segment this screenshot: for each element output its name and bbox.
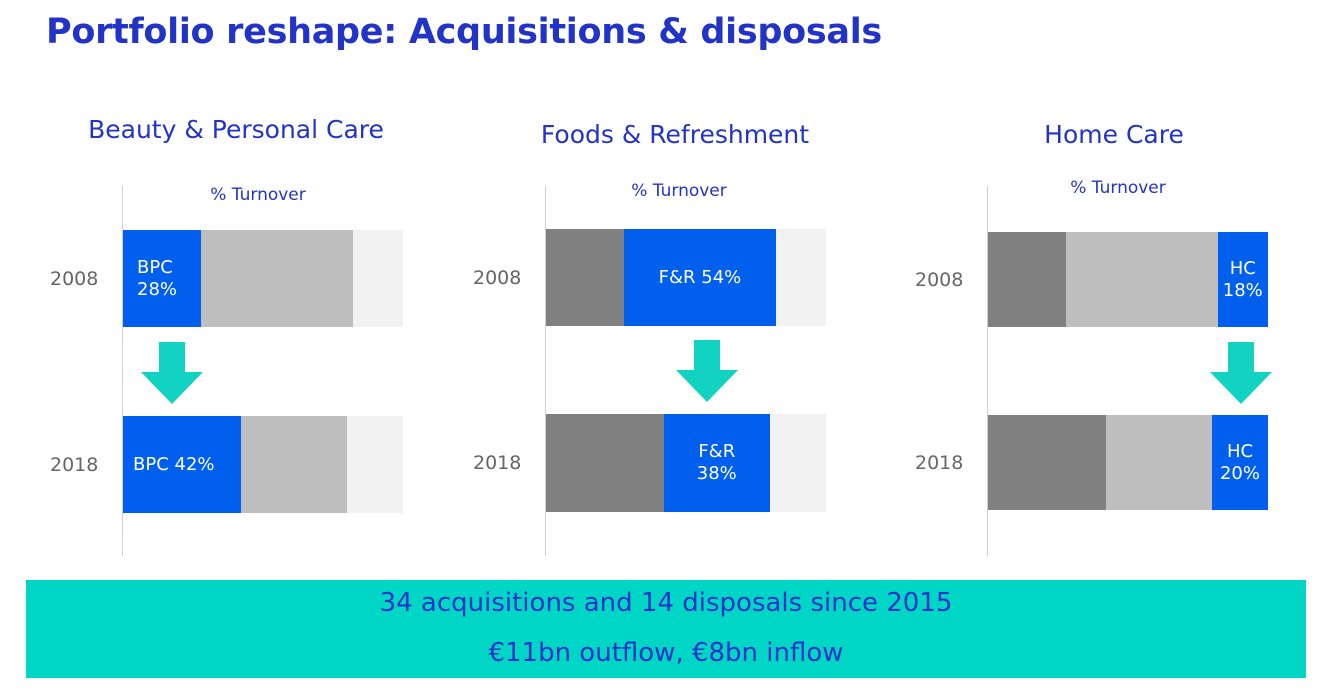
- footer-banner: 34 acquisitions and 14 disposals since 2…: [26, 580, 1306, 678]
- home-care-bar-light-segment-2008: [1066, 232, 1218, 327]
- home-care-bar-dark-segment-2008: [988, 232, 1067, 327]
- foods-and-refreshment-bar-dark-segment-2008: [546, 229, 625, 326]
- foods-and-refreshment-turnover-label: % Turnover: [631, 181, 727, 201]
- home-care-bar-segment-2008: [1217, 232, 1268, 327]
- beauty-and-personal-care-year-2018: 2018: [50, 453, 99, 476]
- page-title: Portfolio reshape: Acquisitions & dispos…: [46, 12, 882, 52]
- beauty-and-personal-care-bar-light-segment-2018: [240, 416, 347, 513]
- foods-and-refreshment-axis-line: [545, 186, 546, 556]
- footer-line-flows: €11bn outflow, €8bn inflow: [488, 638, 844, 668]
- beauty-and-personal-care-bar-light-segment-2008: [201, 230, 353, 327]
- home-care-bar-label-2018: HC 20%: [1219, 440, 1260, 484]
- foods-and-refreshment-bar-label-2018: F&R 38%: [696, 441, 737, 484]
- home-care-bar-dark-segment-2018: [988, 415, 1106, 510]
- beauty-and-personal-care-bar-label-2018: BPC 42%: [133, 453, 215, 475]
- foods-and-refreshment-bar-dark-segment-2018: [546, 414, 664, 512]
- beauty-and-personal-care-axis-line: [122, 186, 123, 556]
- foods-and-refreshment-year-2008: 2008: [473, 266, 522, 289]
- foods-and-refreshment-bar-segment-2018: [663, 414, 770, 512]
- home-care-bar-light-segment-2018: [1105, 415, 1212, 510]
- beauty-and-personal-care-bar-label-2008: BPC 28%: [137, 256, 178, 300]
- home-care-bar-label-2008: HC 18%: [1222, 257, 1263, 301]
- foods-and-refreshment-year-2018: 2018: [473, 452, 522, 474]
- beauty-and-personal-care-bar-segment-2018: [123, 416, 241, 513]
- home-care-turnover-label: % Turnover: [1070, 178, 1166, 198]
- beauty-and-personal-care-title: Beauty & Personal Care: [88, 115, 384, 144]
- home-care-year-2008: 2008: [915, 268, 964, 291]
- home-care-year-2018: 2018: [915, 451, 964, 474]
- beauty-and-personal-care-bar-segment-2008: [123, 230, 202, 327]
- foods-and-refreshment-bar-segment-2008: [624, 229, 776, 326]
- home-care-title: Home Care: [1044, 120, 1184, 149]
- arrow-down-icon: [1210, 342, 1272, 404]
- home-care-axis-line: [987, 186, 988, 556]
- foods-and-refreshment-title: Foods & Refreshment: [540, 120, 810, 149]
- footer-line-acquisitions: 34 acquisitions and 14 disposals since 2…: [379, 588, 953, 618]
- home-care-bar-segment-2018: [1212, 415, 1268, 510]
- arrow-down-icon: [141, 342, 203, 404]
- arrow-down-icon: [676, 340, 738, 402]
- beauty-and-personal-care-year-2008: 2008: [50, 267, 99, 290]
- beauty-and-personal-care-turnover-label: % Turnover: [210, 185, 306, 205]
- foods-and-refreshment-bar-label-2008: F&R 54%: [658, 266, 742, 288]
